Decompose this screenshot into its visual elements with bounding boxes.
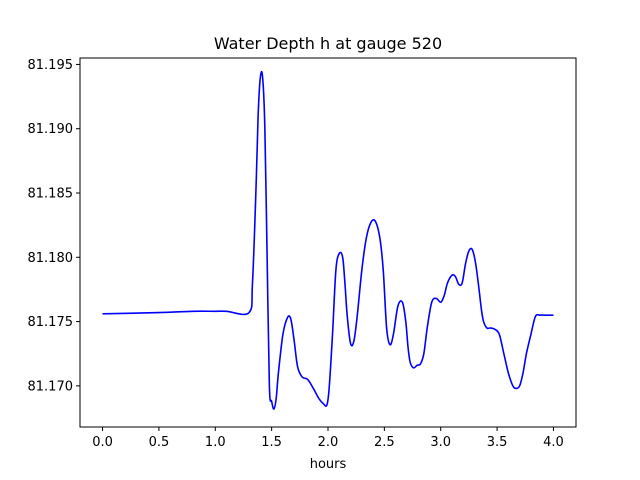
x-axis-label: hours: [310, 457, 347, 472]
y-axis: 81.170 81.175 81.180 81.185 81.190 81.195: [28, 58, 80, 394]
plot-frame: [79, 57, 577, 428]
y-tick-label: 81.175: [28, 315, 74, 330]
x-tick-label: 0.0: [92, 435, 113, 450]
x-tick-label: 2.5: [374, 435, 395, 450]
y-tick-label: 81.190: [28, 122, 74, 137]
x-tick-label: 3.5: [487, 435, 508, 450]
x-axis: 0.0 0.5 1.0 1.5 2.0 2.5 3.0 3.5 4.0: [92, 427, 564, 450]
series-line: [102, 70, 554, 410]
y-tick-label: 81.195: [28, 58, 74, 73]
y-tick-label: 81.180: [28, 251, 74, 266]
x-tick-label: 0.5: [149, 435, 170, 450]
x-tick-label: 1.0: [205, 435, 226, 450]
x-tick-label: 3.0: [430, 435, 451, 450]
plot-area: [79, 57, 577, 428]
y-tick-label: 81.185: [28, 187, 74, 202]
x-tick-label: 4.0: [543, 435, 564, 450]
chart-title: Water Depth h at gauge 520: [214, 34, 442, 53]
y-tick-label: 81.170: [28, 379, 74, 394]
x-tick-label: 1.5: [261, 435, 282, 450]
x-tick-label: 2.0: [318, 435, 339, 450]
